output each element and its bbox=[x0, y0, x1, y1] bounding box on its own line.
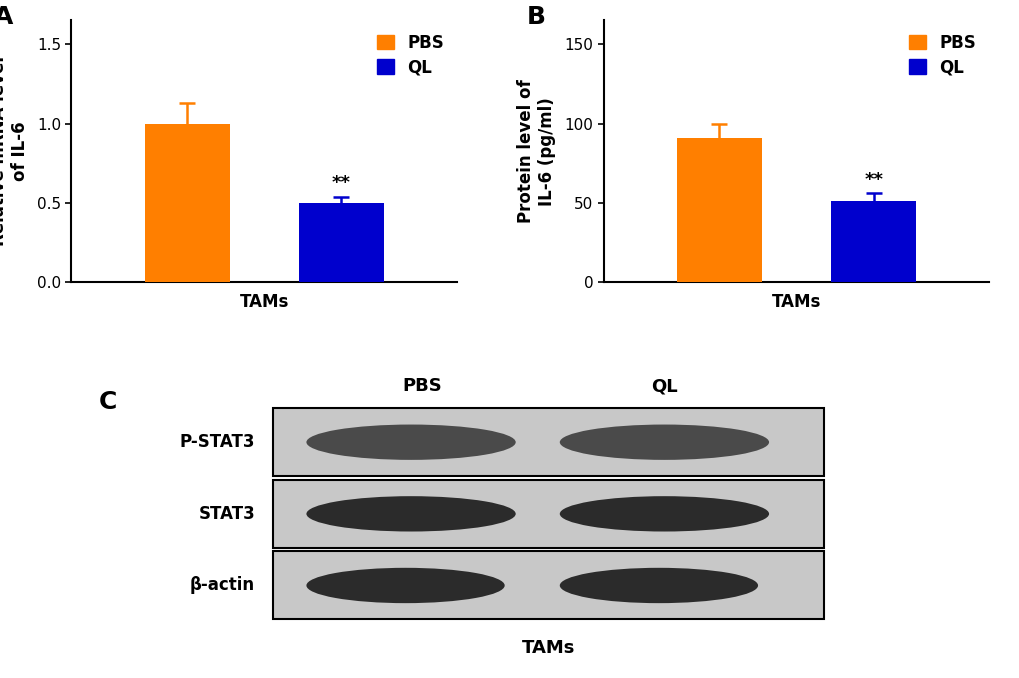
Text: QL: QL bbox=[650, 377, 677, 395]
FancyBboxPatch shape bbox=[273, 480, 823, 548]
Text: PBS: PBS bbox=[401, 377, 441, 395]
Legend: PBS, QL: PBS, QL bbox=[372, 28, 448, 81]
Text: TAMs: TAMs bbox=[522, 639, 575, 657]
Ellipse shape bbox=[559, 424, 768, 460]
Ellipse shape bbox=[306, 567, 504, 603]
FancyBboxPatch shape bbox=[273, 408, 823, 476]
Y-axis label: Protein level of
IL-6 (pg/ml): Protein level of IL-6 (pg/ml) bbox=[517, 79, 555, 223]
Text: **: ** bbox=[331, 174, 351, 192]
Text: β-actin: β-actin bbox=[190, 576, 255, 595]
Text: P-STAT3: P-STAT3 bbox=[179, 433, 255, 451]
Y-axis label: Relative mRNA level
of IL-6: Relative mRNA level of IL-6 bbox=[0, 56, 29, 246]
Ellipse shape bbox=[559, 567, 757, 603]
Legend: PBS, QL: PBS, QL bbox=[904, 28, 980, 81]
Text: C: C bbox=[99, 390, 117, 414]
Text: A: A bbox=[0, 5, 13, 28]
Bar bbox=[677, 138, 761, 283]
Ellipse shape bbox=[559, 496, 768, 532]
Ellipse shape bbox=[306, 496, 516, 532]
Bar bbox=[299, 203, 383, 283]
Bar bbox=[145, 123, 229, 283]
Ellipse shape bbox=[306, 424, 516, 460]
Text: STAT3: STAT3 bbox=[198, 505, 255, 523]
Bar bbox=[830, 201, 915, 283]
Text: **: ** bbox=[863, 171, 882, 188]
Text: B: B bbox=[526, 5, 545, 28]
FancyBboxPatch shape bbox=[273, 551, 823, 620]
